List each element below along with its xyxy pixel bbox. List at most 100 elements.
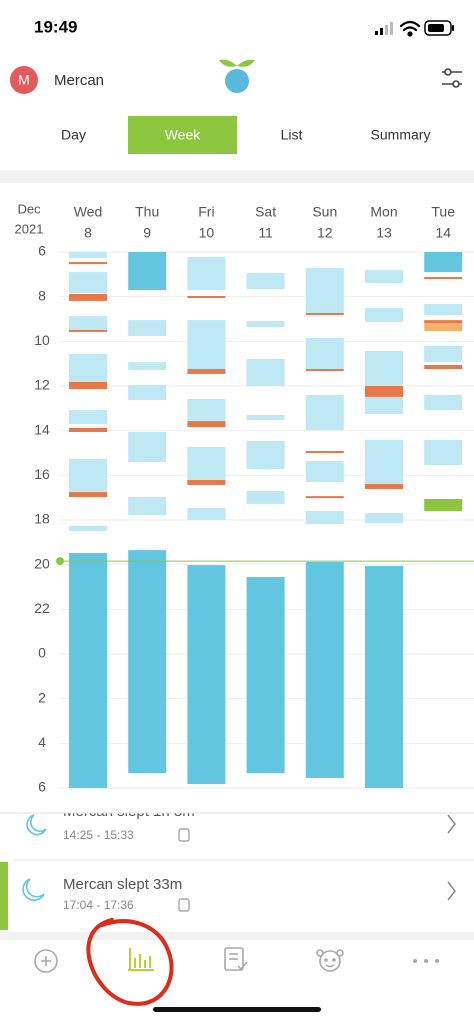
day-name: Fri <box>198 204 214 220</box>
sleep-block <box>128 385 167 401</box>
sleep-block <box>69 329 107 332</box>
avatar-letter: M <box>18 72 30 88</box>
sleep-block <box>305 511 344 525</box>
sleep-block <box>305 561 344 778</box>
sleep-block <box>365 440 403 485</box>
sleep-block <box>246 321 285 328</box>
day-date: 9 <box>143 225 151 241</box>
child-button[interactable] <box>316 949 344 972</box>
home-indicator <box>153 1007 321 1012</box>
tab[interactable]: Day <box>61 127 86 143</box>
tab-bar: Day Week List Summary <box>61 116 430 154</box>
sleep-block <box>365 484 403 489</box>
list: Mercan slept 1h 8m 14:25 - 15:33 Mercan … <box>0 803 474 940</box>
item-title: Mercan slept 33m <box>63 876 182 893</box>
sleep-block <box>128 320 167 336</box>
sleep-block <box>187 398 226 422</box>
red-annotation <box>86 918 174 1006</box>
y-tick-label: 0 <box>38 645 46 661</box>
sleep-block <box>187 256 226 290</box>
day-name: Sat <box>255 204 276 220</box>
sleep-block <box>424 440 463 466</box>
day-date: 14 <box>435 225 451 241</box>
sleep-block <box>187 480 226 485</box>
status-time: 19:49 <box>34 17 77 36</box>
day-name: Sun <box>312 204 337 220</box>
stats-button[interactable] <box>128 948 154 971</box>
settings-icon[interactable] <box>442 68 462 88</box>
sleep-block <box>69 354 107 382</box>
sleep-block <box>246 440 285 470</box>
sleep-block <box>305 268 344 313</box>
app-logo <box>219 59 255 93</box>
sleep-block <box>305 394 344 430</box>
sleep-block <box>69 252 107 259</box>
tab[interactable]: Week <box>165 127 202 143</box>
separator <box>0 170 474 183</box>
bottom-nav <box>34 947 439 973</box>
sleep-block <box>69 526 107 531</box>
y-tick-label: 14 <box>34 421 50 437</box>
now-dot <box>56 557 64 566</box>
child-name[interactable]: Mercan <box>54 72 104 89</box>
sleep-block <box>187 507 226 520</box>
sleep-block <box>69 293 107 301</box>
list-item[interactable]: Mercan slept 33m 17:04 - 17:36 <box>0 862 456 930</box>
y-tick-label: 6 <box>38 243 46 259</box>
sleep-block <box>246 490 285 504</box>
sleep-block <box>365 350 403 386</box>
sleep-block <box>424 304 463 315</box>
avatar[interactable] <box>10 66 38 94</box>
y-tick-label: 10 <box>34 332 50 348</box>
day-date: 11 <box>258 225 273 241</box>
sleep-block <box>128 252 167 290</box>
sleep-block <box>187 295 226 299</box>
sleep-block <box>305 369 344 372</box>
day-name: Wed <box>74 204 103 220</box>
tab[interactable]: Summary <box>371 127 431 143</box>
tab[interactable]: List <box>281 127 303 143</box>
sleep-block <box>365 270 403 284</box>
sleep-block <box>69 492 107 497</box>
y-tick-label: 20 <box>34 555 50 571</box>
sleep-block <box>365 566 403 788</box>
more-button[interactable] <box>413 959 439 963</box>
chart-year: 2021 <box>15 221 44 236</box>
battery-icon <box>424 20 454 36</box>
sleep-block <box>128 550 167 774</box>
sleep-block <box>424 320 463 324</box>
sleep-block <box>187 320 226 370</box>
sleep-block <box>187 421 226 428</box>
sleep-block <box>424 394 463 411</box>
sleep-block <box>424 499 463 512</box>
sleep-block <box>246 415 285 420</box>
sleep-block <box>365 513 403 524</box>
sleep-block <box>69 410 107 424</box>
sleep-block <box>424 277 463 280</box>
tab-active-bg <box>128 116 237 154</box>
journal-button[interactable] <box>224 947 248 971</box>
chart-month: Dec <box>17 201 41 216</box>
y-tick-label: 8 <box>38 287 46 303</box>
y-tick-label: 6 <box>38 779 46 795</box>
item-time: 14:25 - 15:33 <box>63 828 134 842</box>
sleep-block <box>128 432 167 462</box>
add-button[interactable] <box>34 949 58 973</box>
sleep-block <box>305 461 344 483</box>
y-tick-label: 4 <box>38 734 46 750</box>
day-name: Mon <box>370 204 397 220</box>
day-date: 10 <box>199 225 215 241</box>
sleep-block <box>69 262 107 265</box>
sleep-block <box>187 565 226 784</box>
sleep-block <box>365 386 403 397</box>
wifi-icon <box>399 20 421 37</box>
sleep-block <box>305 312 344 315</box>
day-name: Tue <box>431 204 455 220</box>
sleep-block <box>424 346 463 363</box>
sleep-block <box>128 496 167 516</box>
y-tick-label: 2 <box>38 689 46 705</box>
sleep-block <box>246 576 285 774</box>
week-chart: 6 8 10 12 14 16 18 20 22 0 2 4 6 Wed 8 Thu 9 Fri 10 Sat 11 Su… <box>34 204 474 795</box>
y-tick-label: 16 <box>34 466 50 482</box>
